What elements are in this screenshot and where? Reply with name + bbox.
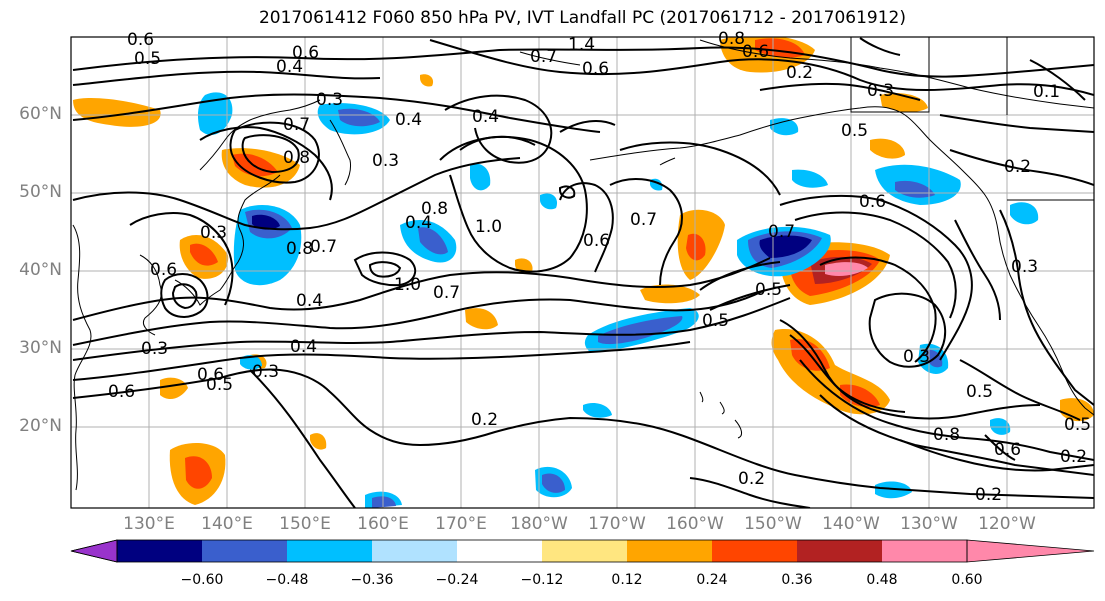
contour-label: 0.4 — [395, 110, 422, 130]
lat-label: 30°N — [19, 338, 62, 358]
contour-label: 0.6 — [583, 231, 610, 251]
colorbar-tick-label: 0.36 — [781, 572, 813, 588]
contour-label: 0.2 — [1004, 157, 1031, 177]
lon-label: 140°W — [822, 514, 880, 534]
lon-label: 180°W — [510, 514, 568, 534]
contour-label: 0.6 — [108, 382, 135, 402]
map-plot-area — [71, 37, 1094, 508]
contour-label: 0.4 — [472, 107, 499, 127]
lat-label: 60°N — [19, 104, 62, 124]
contour-label: 0.6 — [994, 440, 1021, 460]
colorbar-tick-label: −0.48 — [265, 572, 309, 588]
contour-label: 1.4 — [568, 35, 595, 55]
contour-label: 0.6 — [582, 59, 609, 79]
contour-label: 0.4 — [405, 213, 432, 233]
contour-label: 0.6 — [150, 260, 177, 280]
contour-label: 0.5 — [966, 382, 993, 402]
contour-label: 0.3 — [372, 151, 399, 171]
colorbar-tick-label: −0.12 — [520, 572, 564, 588]
lat-label: 40°N — [19, 260, 62, 280]
contour-label: 0.5 — [841, 121, 868, 141]
contour-label: 0.4 — [276, 57, 303, 77]
contour-label: 0.6 — [859, 192, 886, 212]
contour-label: 0.7 — [283, 115, 310, 135]
contour-label: 0.2 — [786, 63, 813, 83]
contour-label: 0.3 — [903, 347, 930, 367]
pv-contours — [72, 37, 1094, 508]
contour-label: 0.3 — [141, 339, 168, 359]
colorbar-tick-label: −0.36 — [350, 572, 394, 588]
contour-label: 0.8 — [286, 239, 313, 259]
contour-label: 0.7 — [768, 222, 795, 242]
colorbar-tick-label: 0.24 — [696, 572, 728, 588]
contour-label: 0.7 — [630, 210, 657, 230]
lon-label: 150°E — [279, 514, 331, 534]
lon-label: 160°W — [666, 514, 724, 534]
contour-label: 0.5 — [755, 280, 782, 300]
contour-label: 0.4 — [296, 291, 323, 311]
map-frame — [70, 36, 1095, 509]
contour-label: 0.7 — [433, 283, 460, 303]
contour-label: 0.2 — [975, 485, 1002, 505]
contour-label: 0.5 — [206, 375, 233, 395]
contour-label: 0.8 — [933, 425, 960, 445]
contour-label: 0.8 — [283, 148, 310, 168]
contour-label: 0.2 — [1060, 447, 1087, 467]
contour-label: 0.6 — [292, 43, 319, 63]
contour-label: 0.6 — [197, 365, 224, 385]
contour-label: 1.0 — [475, 217, 502, 237]
lon-label: 160°E — [357, 514, 409, 534]
colorbar-tick-label: −0.24 — [435, 572, 479, 588]
lon-label: 170°E — [435, 514, 487, 534]
colorbar-tick-label: 0.60 — [951, 572, 983, 588]
contour-label: 0.3 — [1011, 257, 1038, 277]
contour-label: 0.3 — [200, 223, 227, 243]
contour-labels: 0.6 0.5 0.4 0.6 1.4 0.7 0.6 0.8 0.6 0.2 … — [108, 29, 1091, 505]
contour-label: 0.7 — [310, 237, 337, 257]
lon-label: 170°W — [588, 514, 646, 534]
lon-label: 130°E — [123, 514, 175, 534]
contour-label: 0.8 — [718, 29, 745, 49]
lon-label: 120°W — [978, 514, 1036, 534]
lat-label: 20°N — [19, 416, 62, 436]
contour-label: 0.7 — [530, 47, 557, 67]
contour-label: 0.2 — [738, 469, 765, 489]
contour-label: 0.1 — [1033, 82, 1060, 102]
contour-label: 0.3 — [316, 90, 343, 110]
lon-label: 130°W — [900, 514, 958, 534]
contour-label: 0.5 — [702, 311, 729, 331]
colorbar-tick-label: 0.12 — [611, 572, 643, 588]
contour-label: 0.8 — [421, 199, 448, 219]
contour-label: 0.3 — [867, 81, 894, 101]
coastlines — [72, 37, 1094, 491]
colorbar — [70, 539, 1095, 563]
contour-label: 1.0 — [394, 275, 421, 295]
contour-label: 0.3 — [252, 362, 279, 382]
contour-label: 0.5 — [1064, 415, 1091, 435]
contour-label: 0.6 — [742, 42, 769, 62]
contour-label: 0.2 — [471, 410, 498, 430]
colorbar-tick-label: −0.60 — [180, 572, 224, 588]
contour-label: 0.4 — [290, 337, 317, 357]
lon-label: 150°W — [744, 514, 802, 534]
lat-label: 50°N — [19, 182, 62, 202]
contour-label: 0.5 — [134, 49, 161, 69]
graticule — [71, 37, 1094, 508]
contour-label: 0.6 — [127, 30, 154, 50]
lon-label: 140°E — [201, 514, 253, 534]
colorbar-tick-label: 0.48 — [866, 572, 898, 588]
map-title: 2017061412 F060 850 hPa PV, IVT Landfall… — [258, 8, 906, 28]
